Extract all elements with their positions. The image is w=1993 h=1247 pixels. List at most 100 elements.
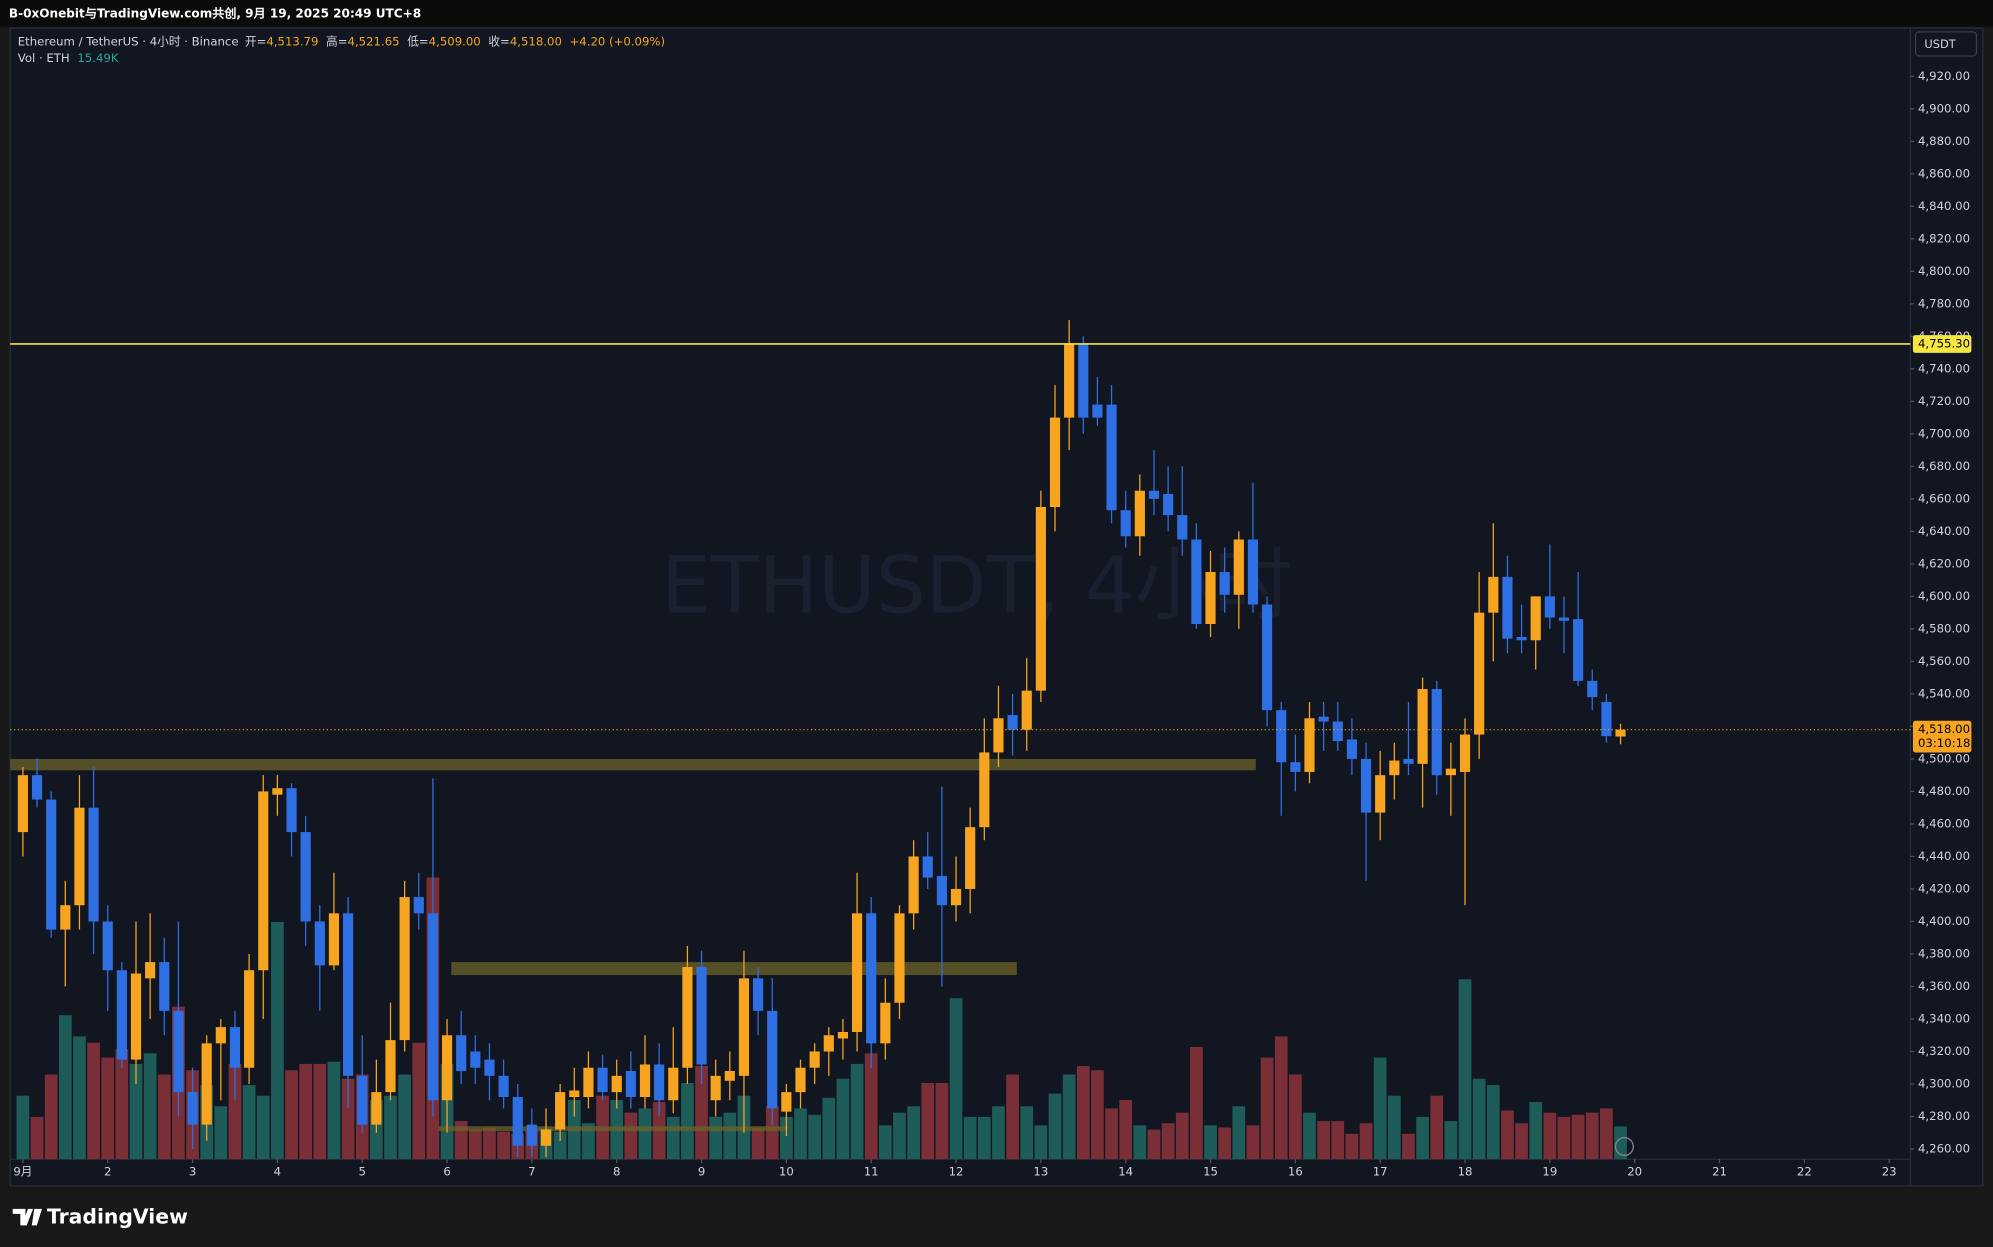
candle-body xyxy=(1163,493,1174,516)
legend-value: 4,521.65 xyxy=(348,34,400,48)
volume-bar xyxy=(666,1116,680,1160)
candle-body xyxy=(1191,539,1202,625)
overlay: 4,260.00 4,280.00 4,300.00 4,320.00 4,340.00… xyxy=(10,34,1972,1178)
candle-body xyxy=(1035,507,1046,691)
candle-body xyxy=(1445,768,1456,776)
volume-bar xyxy=(129,1063,143,1160)
candle-body xyxy=(837,1031,849,1039)
candle-body xyxy=(1233,539,1244,595)
volume-bar xyxy=(468,1129,482,1160)
x-tick-label: 17 xyxy=(1373,1164,1388,1178)
logo: TradingView xyxy=(12,1205,188,1229)
candle-body xyxy=(555,1092,566,1130)
volume-bar xyxy=(285,1070,298,1160)
volume-bar xyxy=(822,1097,836,1160)
volume-bar xyxy=(242,1085,256,1160)
candle-body xyxy=(470,1051,481,1068)
volume-bar xyxy=(624,1112,638,1160)
volume-bar xyxy=(1133,1125,1147,1160)
candle-body xyxy=(385,1040,396,1093)
candle-body xyxy=(399,897,410,1041)
candle-body xyxy=(1474,612,1485,735)
candle-body xyxy=(950,888,962,906)
candle-body xyxy=(46,799,57,930)
volume-bar xyxy=(1486,1085,1500,1160)
candle-body xyxy=(102,921,113,971)
volume-bar xyxy=(1387,1095,1401,1160)
countdown: 03:10:18 xyxy=(1918,736,1971,750)
y-tick-label: 4,640.00 xyxy=(1918,524,1970,538)
candle-body xyxy=(1078,344,1089,418)
volume-bar xyxy=(850,1063,864,1160)
y-tick-label: 4,660.00 xyxy=(1918,491,1970,505)
y-tick-label: 4,620.00 xyxy=(1918,556,1970,570)
currency: USDT xyxy=(1924,37,1956,51)
volume-bar xyxy=(808,1114,822,1160)
volume-bar xyxy=(1529,1102,1543,1160)
volume-bar xyxy=(992,1106,1005,1160)
x-tick-label: 3 xyxy=(189,1164,196,1178)
volume-bar xyxy=(30,1116,44,1160)
candle-body xyxy=(1304,718,1315,772)
candle-body xyxy=(1092,404,1103,418)
volume-bar xyxy=(1317,1121,1330,1160)
candle-body xyxy=(187,1092,198,1125)
candle-body xyxy=(1049,417,1061,508)
top-bar xyxy=(0,0,1993,27)
y-tick-label: 4,580.00 xyxy=(1918,621,1970,635)
y-tick-label: 4,260.00 xyxy=(1918,1142,1970,1156)
volume-bar xyxy=(1402,1133,1415,1160)
candle-body xyxy=(116,970,127,1060)
volume-bar xyxy=(256,1095,270,1160)
y-tick-label: 4,680.00 xyxy=(1918,459,1970,473)
x-tick-label: 4 xyxy=(274,1164,281,1178)
volume-bar xyxy=(384,1095,397,1160)
x-tick-label: 14 xyxy=(1118,1164,1133,1178)
y-tick-label: 4,420.00 xyxy=(1918,881,1970,895)
volume-bar xyxy=(1119,1099,1133,1160)
volume-bar xyxy=(1289,1074,1302,1160)
x-tick-label: 7 xyxy=(528,1164,535,1178)
candle-body xyxy=(880,1002,891,1044)
legend-value: 4,518.00 xyxy=(510,34,562,48)
y-tick-label: 4,740.00 xyxy=(1918,361,1970,375)
volume-bar xyxy=(1161,1123,1175,1160)
volume-bar xyxy=(1246,1125,1260,1160)
y-tick-label: 4,340.00 xyxy=(1918,1011,1970,1025)
candle-body xyxy=(357,1075,368,1125)
chart-panel xyxy=(9,27,1984,1187)
volume-bar xyxy=(1260,1057,1274,1160)
candle-body xyxy=(654,1064,665,1101)
candle-body xyxy=(583,1067,594,1097)
candle-body xyxy=(1558,617,1570,621)
replay-icon[interactable] xyxy=(1614,1137,1634,1157)
x-tick-label: 23 xyxy=(1882,1164,1897,1178)
y-tick-label: 4,920.00 xyxy=(1918,69,1970,83)
x-tick-label: 9月 xyxy=(13,1164,32,1178)
candle-body xyxy=(314,921,325,966)
x-tick-label: 21 xyxy=(1712,1164,1727,1178)
volume-bar xyxy=(157,1074,171,1160)
candle-body xyxy=(569,1090,580,1097)
candle-body xyxy=(922,856,933,878)
price-line-label-box xyxy=(1912,335,1972,353)
y-tick-label: 4,540.00 xyxy=(1918,686,1970,700)
x-tick-label: 10 xyxy=(779,1164,794,1178)
volume-bar xyxy=(1048,1093,1062,1160)
candle-body xyxy=(215,1027,226,1044)
candle-body xyxy=(866,913,877,1044)
candle-body xyxy=(936,875,947,906)
x-tick-label: 13 xyxy=(1033,1164,1048,1178)
watermark: ETHUSDT, 4小时 xyxy=(661,540,1293,632)
candle-body xyxy=(1106,404,1117,511)
candle-body xyxy=(1587,680,1598,698)
volume-bar xyxy=(681,1082,694,1160)
plot-area: ETHUSDT, 4小时 xyxy=(10,320,1627,1160)
candle-body xyxy=(484,1059,495,1076)
candle-body xyxy=(1516,637,1527,641)
candle-body xyxy=(979,752,990,828)
volume-bar xyxy=(1501,1110,1514,1160)
x-tick-label: 18 xyxy=(1458,1164,1473,1178)
candle-body xyxy=(908,856,919,914)
